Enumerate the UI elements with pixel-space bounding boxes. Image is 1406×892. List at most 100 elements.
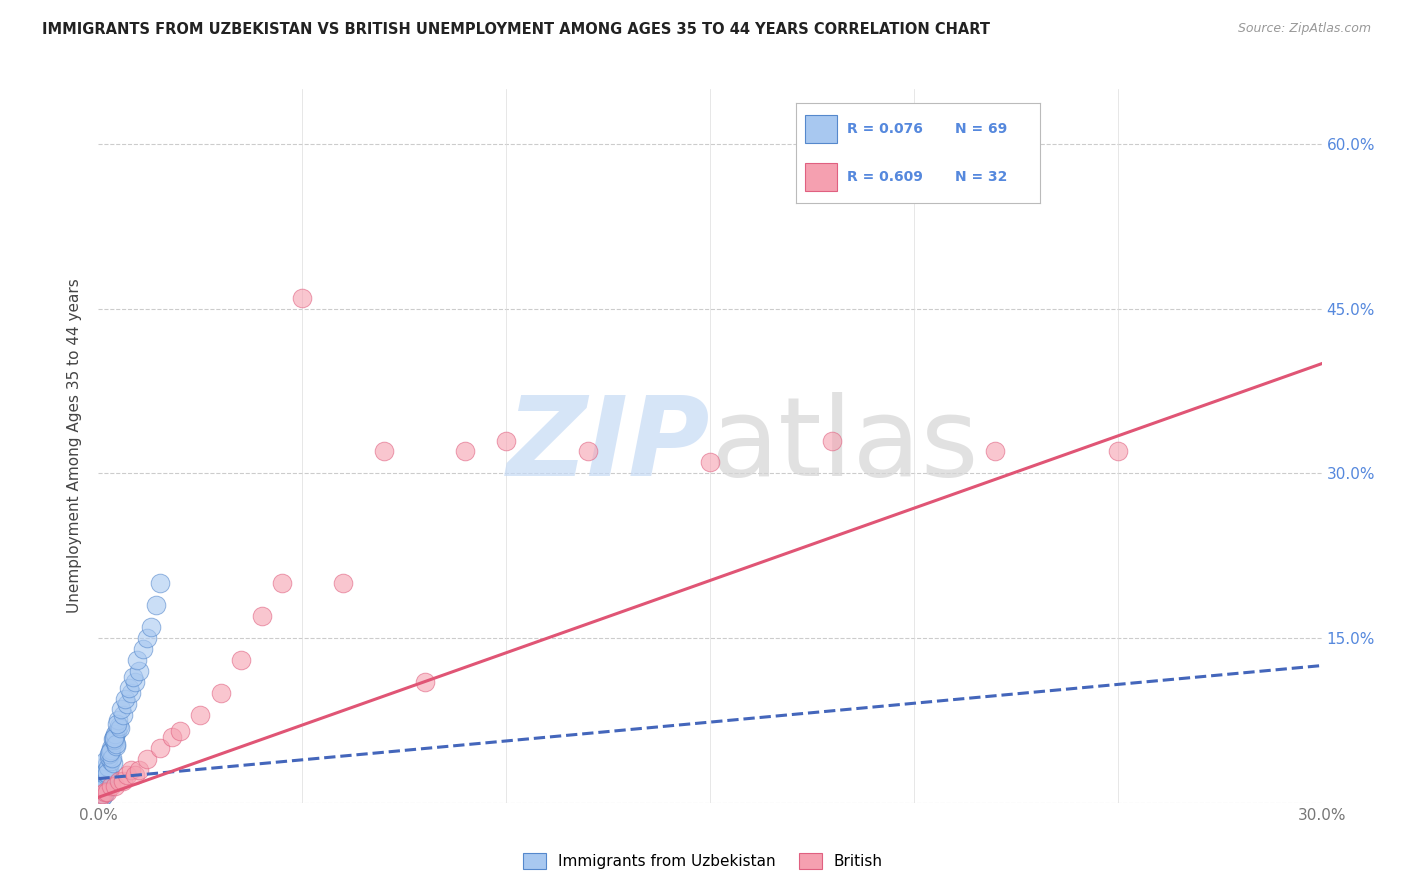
Point — [104, 737, 127, 751]
Point — [98, 745, 121, 759]
Point — [188, 708, 212, 723]
Point — [104, 739, 127, 753]
Point — [104, 729, 127, 743]
Point — [91, 787, 114, 801]
Point — [115, 697, 138, 711]
Point — [89, 773, 111, 788]
Point — [160, 730, 183, 744]
Point — [124, 675, 146, 690]
Point — [413, 675, 436, 690]
Point — [100, 752, 122, 766]
Point — [90, 789, 112, 804]
Point — [91, 778, 114, 792]
Point — [89, 768, 111, 782]
Point — [103, 731, 125, 745]
Point — [454, 444, 477, 458]
Point — [89, 780, 111, 794]
Point — [114, 691, 136, 706]
Point — [122, 669, 145, 683]
Point — [97, 759, 120, 773]
Point — [104, 735, 127, 749]
Point — [96, 757, 118, 772]
Point — [90, 772, 112, 786]
Point — [120, 686, 142, 700]
Point — [90, 788, 112, 802]
Point — [93, 783, 115, 797]
Point — [101, 756, 124, 771]
Point — [98, 749, 121, 764]
Point — [108, 719, 131, 733]
Point — [91, 782, 114, 797]
Point — [93, 786, 115, 800]
Point — [96, 764, 118, 778]
Point — [89, 790, 111, 805]
Point — [250, 609, 273, 624]
Point — [169, 724, 191, 739]
Point — [124, 768, 146, 782]
Point — [332, 576, 354, 591]
Point — [103, 730, 125, 744]
Point — [91, 772, 114, 787]
Text: Source: ZipAtlas.com: Source: ZipAtlas.com — [1237, 22, 1371, 36]
Point — [105, 716, 128, 731]
Point — [127, 653, 149, 667]
Point — [104, 780, 127, 794]
Point — [118, 681, 141, 695]
Point — [149, 576, 172, 591]
Point — [270, 576, 294, 591]
Point — [110, 702, 132, 716]
Point — [136, 752, 159, 766]
Point — [100, 743, 122, 757]
Point — [128, 763, 150, 777]
Point — [100, 754, 122, 768]
Point — [108, 773, 131, 788]
Point — [576, 444, 599, 458]
Point — [120, 763, 142, 777]
Point — [96, 766, 118, 780]
Point — [209, 686, 232, 700]
Point — [149, 740, 172, 755]
Point — [103, 733, 125, 747]
Point — [91, 787, 114, 801]
Point — [98, 747, 121, 762]
Point — [100, 780, 122, 794]
Point — [132, 642, 155, 657]
Point — [94, 765, 117, 780]
Point — [145, 598, 167, 612]
Point — [91, 790, 114, 805]
Point — [96, 767, 118, 781]
Y-axis label: Unemployment Among Ages 35 to 44 years: Unemployment Among Ages 35 to 44 years — [67, 278, 83, 614]
Point — [100, 740, 122, 755]
Point — [94, 768, 117, 782]
Text: atlas: atlas — [710, 392, 979, 500]
Point — [96, 763, 118, 777]
Point — [107, 714, 129, 728]
Point — [93, 780, 115, 795]
Point — [495, 434, 517, 448]
Point — [96, 785, 118, 799]
Point — [91, 785, 114, 799]
Point — [115, 768, 138, 782]
Point — [90, 776, 112, 790]
Point — [89, 790, 111, 805]
Point — [1107, 444, 1129, 458]
Point — [128, 664, 150, 678]
Point — [821, 434, 844, 448]
Point — [90, 787, 112, 801]
Point — [91, 789, 114, 804]
Point — [291, 291, 314, 305]
Text: IMMIGRANTS FROM UZBEKISTAN VS BRITISH UNEMPLOYMENT AMONG AGES 35 TO 44 YEARS COR: IMMIGRANTS FROM UZBEKISTAN VS BRITISH UN… — [42, 22, 990, 37]
Point — [108, 721, 131, 735]
Point — [101, 751, 124, 765]
Point — [94, 754, 117, 768]
Point — [90, 775, 112, 789]
Point — [699, 455, 721, 469]
Text: ZIP: ZIP — [506, 392, 710, 500]
Point — [93, 785, 115, 799]
Legend: Immigrants from Uzbekistan, British: Immigrants from Uzbekistan, British — [517, 847, 889, 875]
Point — [373, 444, 395, 458]
Point — [111, 773, 134, 788]
Point — [984, 444, 1007, 458]
Point — [141, 620, 163, 634]
Point — [111, 708, 134, 723]
